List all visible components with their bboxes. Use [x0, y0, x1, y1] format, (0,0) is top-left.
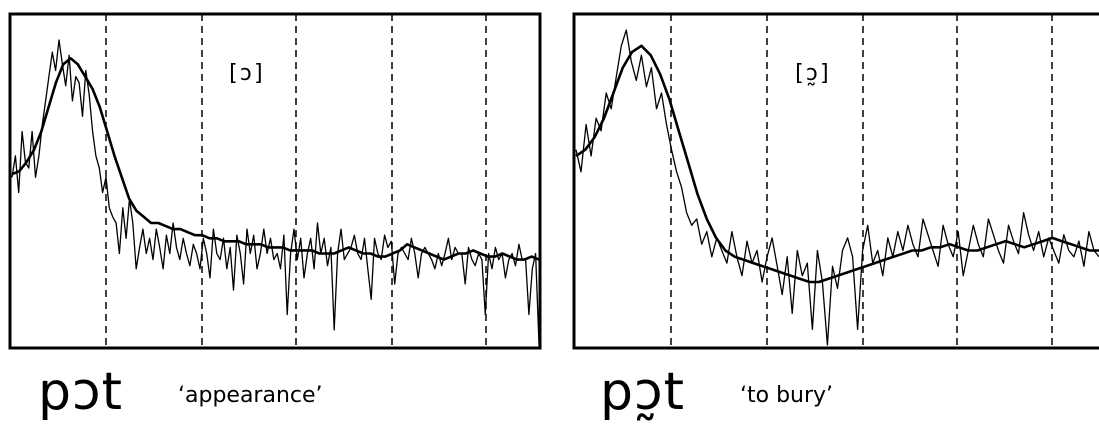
series-group: [575, 29, 1099, 346]
vowel-label: [ɔ̰]: [792, 61, 832, 86]
vowel-label: [ɔ]: [226, 61, 266, 86]
spectrum-chart-right: [ɔ̰]: [572, 12, 1099, 350]
spectrum-panel-right: [ɔ̰] pɔ̰t ‘to bury’: [560, 0, 1099, 432]
word-transcription: pɔ̰t: [600, 362, 685, 422]
raw-spectrum-line: [575, 29, 1099, 346]
plot-frame: [8, 12, 542, 350]
spectrum-panel-left: [ɔ] pɔt ‘appearance’: [8, 12, 542, 422]
word-transcription: pɔt: [38, 362, 123, 422]
series-group: [11, 39, 540, 346]
plot-frame: [572, 12, 1099, 350]
smoothed-spectrum-line: [11, 56, 540, 261]
word-gloss: ‘to bury’: [740, 383, 834, 408]
word-gloss: ‘appearance’: [178, 383, 323, 408]
smoothed-spectrum-line: [575, 44, 1099, 284]
grid-lines: [670, 14, 1053, 348]
spectrum-chart-left: [ɔ]: [8, 12, 542, 350]
